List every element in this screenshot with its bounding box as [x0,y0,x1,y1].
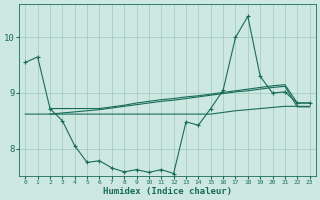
X-axis label: Humidex (Indice chaleur): Humidex (Indice chaleur) [103,187,232,196]
